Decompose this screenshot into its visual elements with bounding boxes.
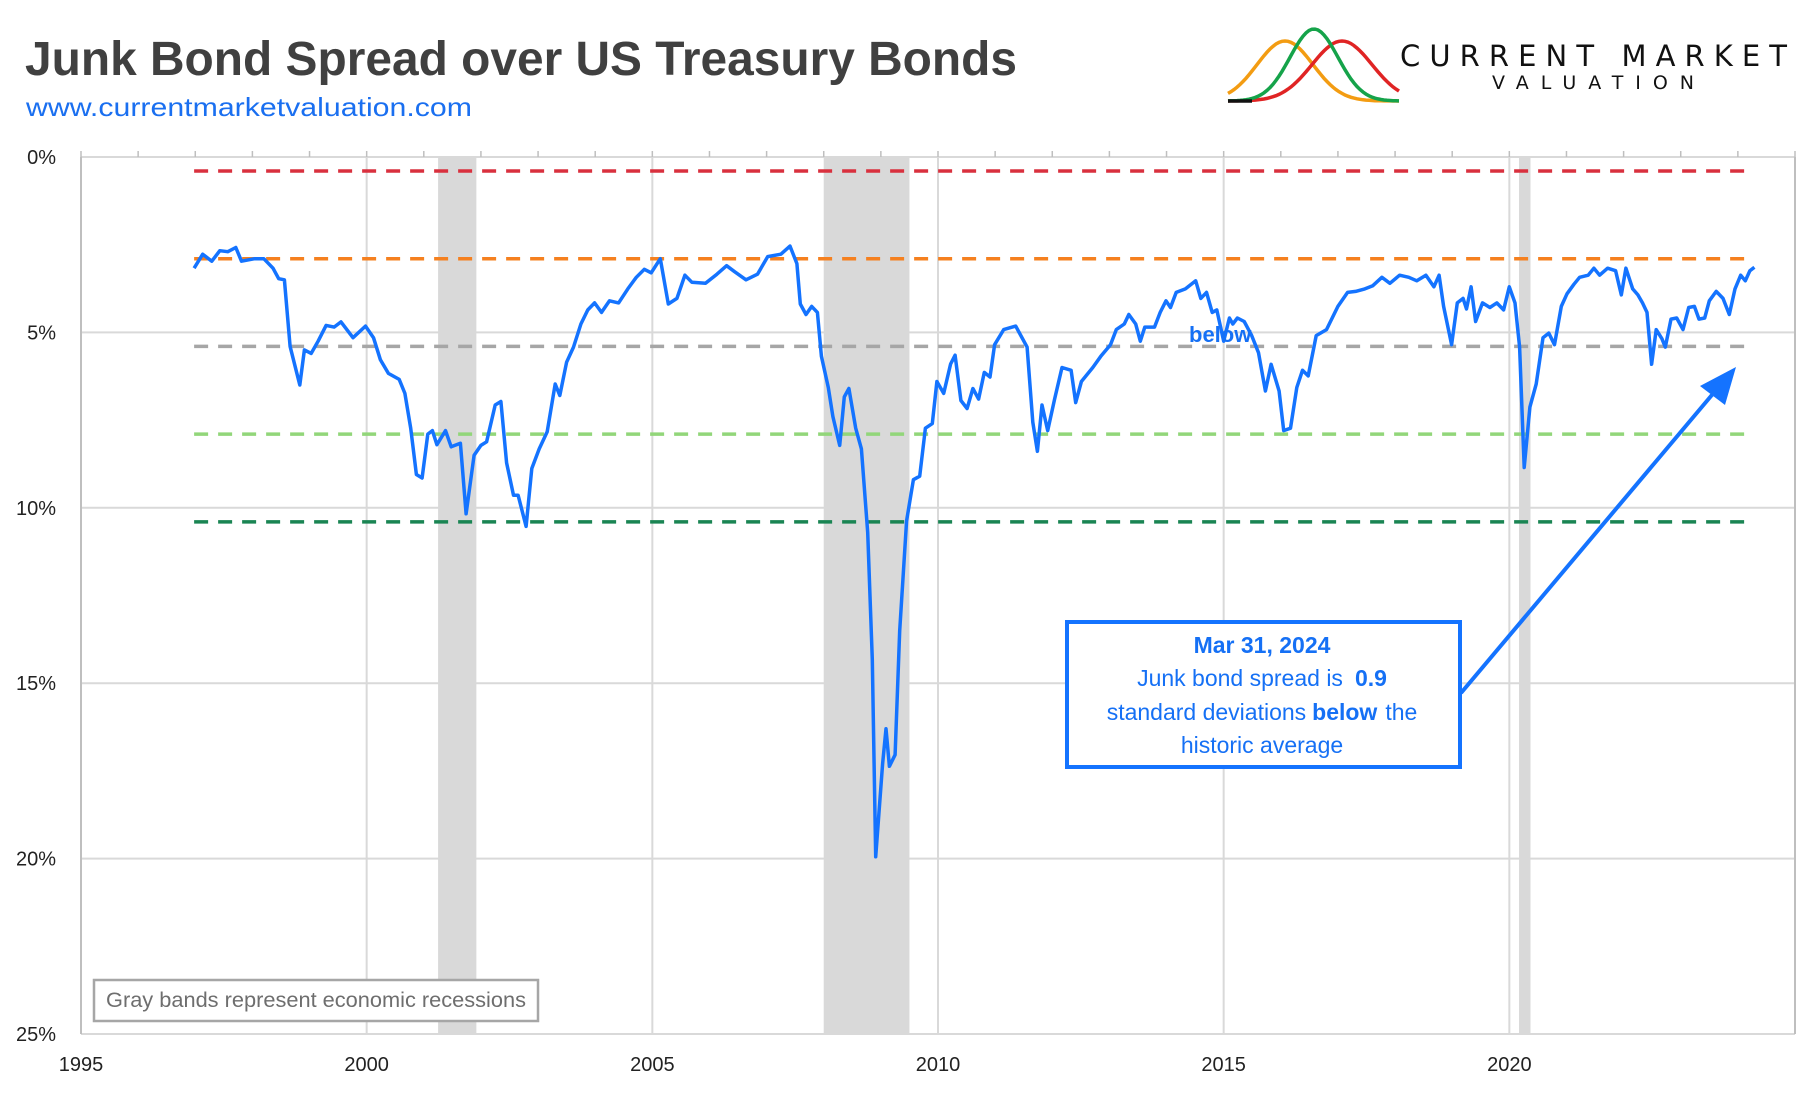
std-dev-reference-lines xyxy=(194,169,1750,524)
y-tick-label: 15% xyxy=(16,673,56,695)
x-tick-label: 2010 xyxy=(916,1054,961,1076)
y-tick-label: 0% xyxy=(27,147,56,169)
callout-line3: standard deviations below the xyxy=(1107,699,1418,725)
logo-curve xyxy=(1227,27,1400,103)
callout-line2: Junk bond spread is 0.9 xyxy=(1137,665,1387,691)
callout-box: Mar 31, 2024 Junk bond spread is 0.9 stan… xyxy=(1065,620,1462,769)
y-tick-label: 25% xyxy=(16,1024,56,1046)
x-tick-label: 1995 xyxy=(59,1054,104,1076)
bell-curves-logo-icon xyxy=(1227,27,1400,103)
x-tick-label: 2020 xyxy=(1487,1054,1532,1076)
logo-text-line1: CURRENT MARKET xyxy=(1400,39,1795,73)
brand-logo: CURRENT MARKET VALUATION xyxy=(1227,27,1795,103)
arrow-head-icon xyxy=(1700,367,1736,405)
callout-date: Mar 31, 2024 xyxy=(1194,632,1331,658)
recession-band xyxy=(438,157,477,1034)
stray-below-label: below xyxy=(1189,322,1252,347)
y-tick-label: 20% xyxy=(16,849,56,871)
logo-text-line2: VALUATION xyxy=(1492,72,1705,94)
callout-arrow xyxy=(1459,367,1736,695)
chart-title: Junk Bond Spread over US Treasury Bonds xyxy=(25,33,1017,86)
recession-band xyxy=(1519,157,1531,1034)
logo-curve xyxy=(1227,39,1400,103)
x-tick-label: 2015 xyxy=(1201,1054,1246,1076)
x-tick-label: 2005 xyxy=(630,1054,675,1076)
recession-bands xyxy=(438,157,1531,1034)
callout-line4: historic average xyxy=(1181,732,1343,758)
spread-series-line xyxy=(192,244,1756,859)
logo-curve xyxy=(1227,39,1399,103)
website-link[interactable]: www.currentmarketvaluation.com xyxy=(25,92,472,122)
y-tick-label: 10% xyxy=(16,498,56,520)
x-tick-label: 2000 xyxy=(344,1054,389,1076)
recession-note-box: Gray bands represent economic recessions xyxy=(92,978,540,1023)
recession-band xyxy=(823,157,910,1034)
gridlines xyxy=(81,156,1795,1035)
axes: 0% 5% 10% 15% 20% 25%1995 2000 2005 2010 2015 2020 xyxy=(16,147,1796,1076)
recession-note-text: Gray bands represent economic recessions xyxy=(106,989,526,1012)
y-tick-label: 5% xyxy=(27,322,56,344)
